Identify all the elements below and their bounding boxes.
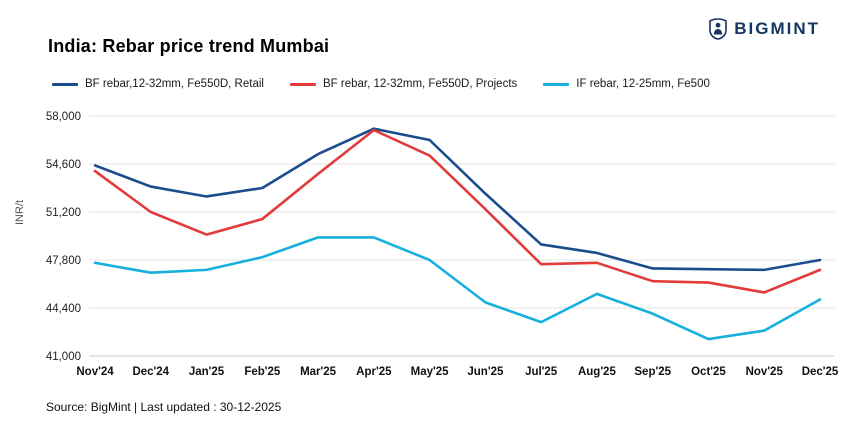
legend-item-projects: BF rebar, 12-32mm, Fe550D, Projects bbox=[289, 78, 518, 90]
y-tick-label: 54,600 bbox=[46, 159, 81, 171]
y-tick-label: 41,000 bbox=[46, 351, 81, 363]
legend-swatch-projects bbox=[289, 82, 316, 86]
legend-item-retail: BF rebar,12-32mm, Fe550D, Retail bbox=[52, 78, 264, 90]
chart-legend: BF rebar,12-32mm, Fe550D, Retail BF reba… bbox=[52, 78, 710, 90]
bigmint-logo-text: BIGMINT bbox=[734, 19, 820, 38]
y-tick-label: 44,400 bbox=[46, 303, 81, 315]
legend-item-if-rebar: IF rebar, 12-25mm, Fe500 bbox=[543, 78, 710, 90]
x-tick-label: Oct'25 bbox=[691, 366, 726, 378]
bigmint-logo-icon bbox=[708, 18, 728, 40]
x-tick-label: Aug'25 bbox=[578, 366, 616, 378]
x-tick-label: Dec'24 bbox=[132, 366, 169, 378]
legend-label-retail: BF rebar,12-32mm, Fe550D, Retail bbox=[85, 78, 264, 90]
series-line bbox=[93, 127, 822, 272]
x-tick-label: Jul'25 bbox=[525, 366, 558, 378]
legend-label-projects: BF rebar, 12-32mm, Fe550D, Projects bbox=[322, 78, 518, 90]
series-line bbox=[93, 236, 822, 341]
x-tick-label: Jan'25 bbox=[189, 366, 225, 378]
legend-label-if-rebar: IF rebar, 12-25mm, Fe500 bbox=[576, 78, 710, 90]
x-tick-label: Apr'25 bbox=[356, 366, 392, 378]
x-tick-label: Nov'24 bbox=[76, 366, 114, 378]
y-tick-label: 58,000 bbox=[46, 111, 81, 123]
legend-swatch-retail bbox=[52, 82, 78, 86]
x-tick-label: Nov'25 bbox=[746, 366, 784, 378]
y-tick-label: 51,200 bbox=[46, 207, 81, 219]
page-title: India: Rebar price trend Mumbai bbox=[48, 36, 330, 56]
series-line bbox=[93, 128, 822, 294]
x-tick-label: Jun'25 bbox=[467, 366, 504, 378]
source-note: Source: BigMint | Last updated : 30-12-2… bbox=[46, 400, 282, 414]
x-tick-label: May'25 bbox=[411, 366, 450, 378]
x-tick-label: Sep'25 bbox=[634, 366, 671, 378]
legend-swatch-if-rebar bbox=[543, 82, 570, 86]
x-tick-label: Feb'25 bbox=[244, 366, 281, 378]
x-tick-label: Dec'25 bbox=[802, 366, 839, 378]
bigmint-logo: BIGMINT bbox=[708, 18, 820, 40]
y-tick-label: 47,800 bbox=[46, 255, 81, 267]
x-tick-label: Mar'25 bbox=[300, 366, 337, 378]
